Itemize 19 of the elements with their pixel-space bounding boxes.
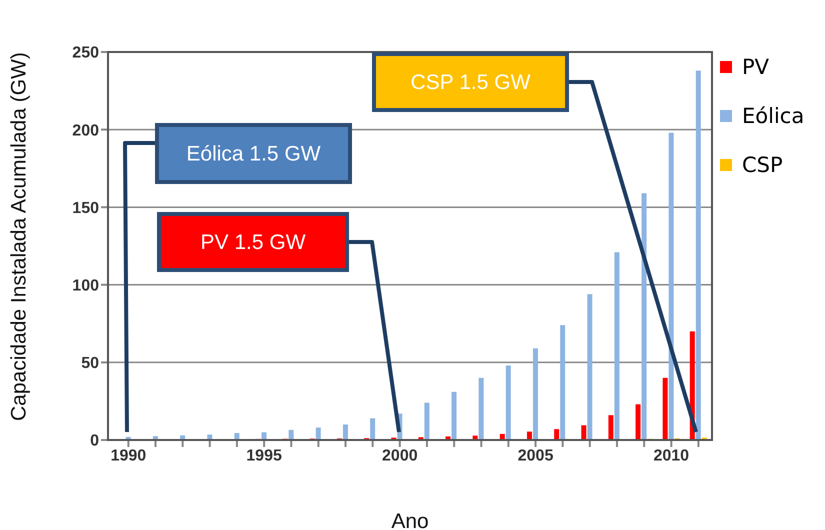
legend-label: CSP (742, 152, 783, 176)
annotation: PV 1.5 GW (200, 231, 306, 254)
annotation: CSP 1.5 GW (410, 71, 531, 94)
y-tick-label: 250 (72, 44, 100, 62)
y-tick-label: 150 (72, 200, 100, 217)
y-tick-label: 0 (90, 432, 100, 450)
annotation: Eólica 1.5 GW (186, 142, 321, 166)
y-axis-title: Capacidade Instalada Acumulada (GW) (7, 52, 30, 421)
x-tick-label: 2000 (382, 447, 418, 464)
legend-label: Eólica (742, 104, 804, 128)
x-tick-label: 1990 (110, 447, 146, 464)
y-tick-label: 200 (72, 122, 100, 140)
x-tick-label: 1995 (246, 447, 282, 464)
x-tick-label: 2010 (653, 447, 690, 464)
x-tick-label: 2005 (518, 447, 554, 464)
legend-label: PV (742, 54, 770, 78)
x-axis-title: Ano (391, 510, 429, 530)
y-tick-label: 100 (72, 277, 100, 294)
y-tick-label: 50 (81, 355, 100, 372)
